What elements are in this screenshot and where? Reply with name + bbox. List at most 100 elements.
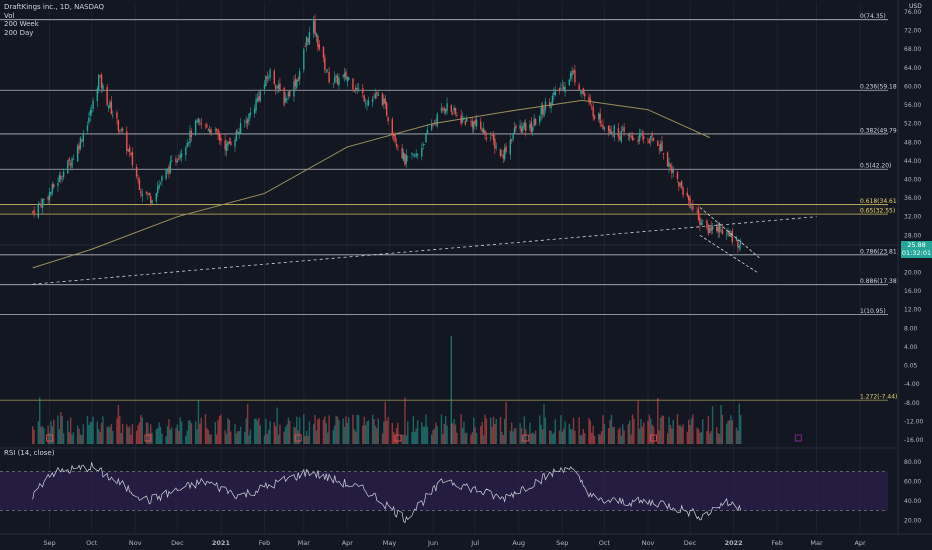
candle-body	[657, 140, 659, 146]
candle-body	[680, 181, 683, 188]
earnings-marker	[294, 434, 302, 442]
y-tick-label: -12.00	[904, 418, 924, 425]
candle-body	[671, 166, 673, 174]
volume-bar	[259, 425, 261, 444]
volume-bar	[463, 421, 465, 444]
volume-bar	[116, 418, 118, 444]
candle-body	[669, 164, 672, 166]
candle-body	[710, 226, 712, 231]
candle-body	[90, 110, 93, 113]
legend-vol[interactable]: Vol	[4, 11, 15, 20]
volume-bar	[96, 421, 99, 444]
volume-bar	[666, 433, 669, 444]
candle-body	[238, 131, 240, 134]
candle-body	[317, 35, 319, 47]
candle-body	[334, 77, 336, 83]
candle-body	[269, 69, 271, 78]
volume-bar	[293, 426, 295, 444]
candle-body	[426, 129, 429, 134]
volume-bar	[343, 427, 346, 444]
candle-body	[145, 191, 148, 194]
volume-bar	[738, 403, 740, 444]
candle-body	[107, 105, 110, 108]
candle-body	[120, 129, 122, 131]
volume-bar	[107, 425, 110, 444]
fib-level-label: 1(10.95)	[860, 308, 886, 315]
volume-bar	[82, 424, 84, 444]
candle-body	[117, 120, 120, 131]
candle-body	[151, 200, 153, 204]
volume-bar	[315, 430, 318, 444]
candle-body	[185, 147, 187, 156]
candle-body	[239, 123, 242, 135]
volume-bar	[425, 414, 427, 444]
candle-body	[276, 86, 278, 88]
volume-bar	[692, 414, 694, 444]
volume-bar	[168, 419, 170, 444]
legend-200-day[interactable]: 200 Day	[4, 28, 34, 37]
candle-body	[342, 75, 344, 77]
candle-body	[31, 211, 34, 213]
volume-bar	[208, 434, 211, 444]
candle-body	[131, 152, 134, 166]
volume-bar	[603, 423, 606, 444]
volume-bar	[141, 417, 143, 444]
volume-bar	[147, 422, 149, 444]
candle-body	[520, 127, 523, 133]
volume-bar	[579, 435, 582, 444]
volume-bar	[414, 431, 416, 444]
volume-bar	[161, 433, 163, 444]
volume-bar	[332, 429, 335, 444]
volume-bar	[423, 426, 426, 444]
volume-bar	[446, 425, 448, 444]
candle-body	[58, 175, 61, 182]
candle-body	[421, 148, 423, 157]
candle-body	[165, 170, 167, 179]
volume-bar	[512, 431, 514, 444]
symbol-title[interactable]: DraftKings inc., 1D, NASDAQ	[4, 3, 105, 11]
volume-bar	[623, 430, 625, 444]
volume-bar	[627, 424, 629, 444]
volume-bar	[110, 424, 113, 444]
candle-body	[672, 169, 674, 173]
candle-body	[371, 98, 374, 103]
volume-bar	[592, 425, 594, 444]
candle-body	[308, 32, 311, 45]
rsi-legend[interactable]: RSI (14, close)	[4, 449, 55, 457]
candle-body	[470, 121, 472, 122]
volume-bar	[362, 425, 364, 444]
volume-bar	[659, 417, 662, 444]
candle-body	[200, 122, 202, 125]
earnings-marker	[46, 434, 53, 442]
y-tick-label: 44.00	[904, 158, 921, 165]
volume-bar	[520, 427, 523, 444]
volume-bar	[138, 422, 141, 444]
volume-bar	[348, 417, 350, 444]
volume-bar	[599, 434, 601, 444]
volume-bar	[135, 430, 138, 444]
volume-bar	[273, 422, 276, 444]
volume-bar	[541, 429, 544, 444]
legend-200-week[interactable]: 200 Week	[4, 20, 39, 29]
volume-bar	[58, 428, 61, 444]
candle-body	[220, 137, 222, 142]
candle-body	[155, 193, 158, 202]
candle-body	[178, 158, 180, 160]
volume-bar	[225, 433, 228, 444]
volume-bar	[550, 430, 552, 444]
volume-bar	[220, 414, 222, 444]
candle-body	[286, 98, 288, 100]
volume-bar	[600, 431, 603, 444]
candle-body	[235, 130, 238, 141]
fib-level-label: 0.65(32.55)	[860, 208, 895, 215]
volume-bar	[529, 422, 531, 444]
volume-bar	[407, 421, 409, 444]
volume-bar	[121, 423, 124, 444]
candle-body	[216, 129, 218, 131]
volume-bar	[364, 425, 367, 444]
candle-body	[661, 141, 663, 151]
x-tick-label: May	[383, 539, 397, 547]
candle-body	[464, 121, 467, 125]
volume-bar	[452, 423, 454, 444]
